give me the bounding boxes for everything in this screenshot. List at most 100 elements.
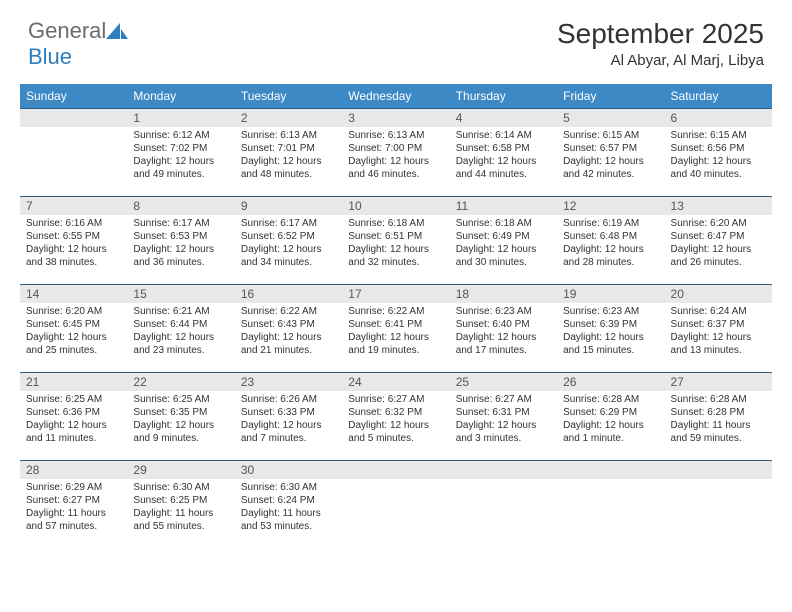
day-cell: 9Sunrise: 6:17 AMSunset: 6:52 PMDaylight… [235, 197, 342, 285]
day-details: Sunrise: 6:30 AMSunset: 6:25 PMDaylight:… [127, 479, 234, 537]
day-cell: 27Sunrise: 6:28 AMSunset: 6:28 PMDayligh… [665, 373, 772, 461]
day-details: Sunrise: 6:22 AMSunset: 6:41 PMDaylight:… [342, 303, 449, 361]
detail-line: Daylight: 12 hours and 46 minutes. [348, 155, 443, 181]
detail-line: Daylight: 12 hours and 49 minutes. [133, 155, 228, 181]
location: Al Abyar, Al Marj, Libya [557, 52, 764, 69]
day-details: Sunrise: 6:15 AMSunset: 6:56 PMDaylight:… [665, 127, 772, 185]
day-number: 19 [557, 285, 664, 303]
detail-line: Daylight: 12 hours and 13 minutes. [671, 331, 766, 357]
detail-line: Daylight: 12 hours and 9 minutes. [133, 419, 228, 445]
detail-line: Daylight: 12 hours and 34 minutes. [241, 243, 336, 269]
detail-line: Sunset: 6:28 PM [671, 406, 766, 419]
empty-day [450, 461, 557, 479]
day-number: 6 [665, 109, 772, 127]
day-details: Sunrise: 6:29 AMSunset: 6:27 PMDaylight:… [20, 479, 127, 537]
detail-line: Sunrise: 6:23 AM [563, 305, 658, 318]
day-cell: 18Sunrise: 6:23 AMSunset: 6:40 PMDayligh… [450, 285, 557, 373]
day-number: 5 [557, 109, 664, 127]
empty-day [342, 461, 449, 479]
day-number: 24 [342, 373, 449, 391]
detail-line: Sunset: 6:56 PM [671, 142, 766, 155]
day-cell: 28Sunrise: 6:29 AMSunset: 6:27 PMDayligh… [20, 461, 127, 549]
day-number: 4 [450, 109, 557, 127]
day-number: 17 [342, 285, 449, 303]
detail-line: Daylight: 11 hours and 57 minutes. [26, 507, 121, 533]
detail-line: Sunset: 7:01 PM [241, 142, 336, 155]
day-number: 28 [20, 461, 127, 479]
detail-line: Sunset: 6:25 PM [133, 494, 228, 507]
day-details: Sunrise: 6:16 AMSunset: 6:55 PMDaylight:… [20, 215, 127, 273]
detail-line: Daylight: 12 hours and 15 minutes. [563, 331, 658, 357]
day-cell: 22Sunrise: 6:25 AMSunset: 6:35 PMDayligh… [127, 373, 234, 461]
detail-line: Sunset: 6:29 PM [563, 406, 658, 419]
detail-line: Daylight: 11 hours and 53 minutes. [241, 507, 336, 533]
detail-line: Daylight: 12 hours and 5 minutes. [348, 419, 443, 445]
detail-line: Sunset: 7:00 PM [348, 142, 443, 155]
detail-line: Daylight: 12 hours and 48 minutes. [241, 155, 336, 181]
detail-line: Sunrise: 6:20 AM [26, 305, 121, 318]
day-cell: 13Sunrise: 6:20 AMSunset: 6:47 PMDayligh… [665, 197, 772, 285]
detail-line: Daylight: 12 hours and 26 minutes. [671, 243, 766, 269]
day-details: Sunrise: 6:18 AMSunset: 6:51 PMDaylight:… [342, 215, 449, 273]
day-number: 14 [20, 285, 127, 303]
day-details: Sunrise: 6:22 AMSunset: 6:43 PMDaylight:… [235, 303, 342, 361]
day-number: 18 [450, 285, 557, 303]
day-cell: 24Sunrise: 6:27 AMSunset: 6:32 PMDayligh… [342, 373, 449, 461]
day-details: Sunrise: 6:23 AMSunset: 6:40 PMDaylight:… [450, 303, 557, 361]
day-cell: 25Sunrise: 6:27 AMSunset: 6:31 PMDayligh… [450, 373, 557, 461]
detail-line: Sunset: 6:24 PM [241, 494, 336, 507]
day-number: 21 [20, 373, 127, 391]
day-details: Sunrise: 6:25 AMSunset: 6:35 PMDaylight:… [127, 391, 234, 449]
detail-line: Daylight: 12 hours and 21 minutes. [241, 331, 336, 357]
day-details: Sunrise: 6:24 AMSunset: 6:37 PMDaylight:… [665, 303, 772, 361]
day-cell [665, 461, 772, 549]
day-details: Sunrise: 6:21 AMSunset: 6:44 PMDaylight:… [127, 303, 234, 361]
day-cell: 30Sunrise: 6:30 AMSunset: 6:24 PMDayligh… [235, 461, 342, 549]
day-cell [342, 461, 449, 549]
day-details: Sunrise: 6:20 AMSunset: 6:47 PMDaylight:… [665, 215, 772, 273]
detail-line: Sunrise: 6:21 AM [133, 305, 228, 318]
detail-line: Sunset: 7:02 PM [133, 142, 228, 155]
detail-line: Sunset: 6:48 PM [563, 230, 658, 243]
day-number: 13 [665, 197, 772, 215]
detail-line: Daylight: 12 hours and 30 minutes. [456, 243, 551, 269]
week-row: 28Sunrise: 6:29 AMSunset: 6:27 PMDayligh… [20, 461, 772, 549]
week-row: 21Sunrise: 6:25 AMSunset: 6:36 PMDayligh… [20, 373, 772, 461]
detail-line: Daylight: 12 hours and 42 minutes. [563, 155, 658, 181]
day-cell: 3Sunrise: 6:13 AMSunset: 7:00 PMDaylight… [342, 109, 449, 197]
day-details: Sunrise: 6:30 AMSunset: 6:24 PMDaylight:… [235, 479, 342, 537]
day-number: 2 [235, 109, 342, 127]
detail-line: Sunset: 6:37 PM [671, 318, 766, 331]
day-number: 1 [127, 109, 234, 127]
detail-line: Sunrise: 6:24 AM [671, 305, 766, 318]
day-number: 29 [127, 461, 234, 479]
detail-line: Sunset: 6:45 PM [26, 318, 121, 331]
week-row: 7Sunrise: 6:16 AMSunset: 6:55 PMDaylight… [20, 197, 772, 285]
day-number: 11 [450, 197, 557, 215]
detail-line: Sunset: 6:57 PM [563, 142, 658, 155]
day-cell [557, 461, 664, 549]
day-details: Sunrise: 6:27 AMSunset: 6:31 PMDaylight:… [450, 391, 557, 449]
day-details: Sunrise: 6:28 AMSunset: 6:28 PMDaylight:… [665, 391, 772, 449]
day-cell: 17Sunrise: 6:22 AMSunset: 6:41 PMDayligh… [342, 285, 449, 373]
day-details: Sunrise: 6:27 AMSunset: 6:32 PMDaylight:… [342, 391, 449, 449]
empty-day [665, 461, 772, 479]
day-details: Sunrise: 6:14 AMSunset: 6:58 PMDaylight:… [450, 127, 557, 185]
detail-line: Sunrise: 6:27 AM [456, 393, 551, 406]
detail-line: Sunrise: 6:22 AM [241, 305, 336, 318]
day-cell: 19Sunrise: 6:23 AMSunset: 6:39 PMDayligh… [557, 285, 664, 373]
detail-line: Sunset: 6:47 PM [671, 230, 766, 243]
day-details: Sunrise: 6:15 AMSunset: 6:57 PMDaylight:… [557, 127, 664, 185]
detail-line: Daylight: 12 hours and 25 minutes. [26, 331, 121, 357]
day-number: 12 [557, 197, 664, 215]
logo-text-general: General [28, 18, 106, 43]
detail-line: Daylight: 12 hours and 19 minutes. [348, 331, 443, 357]
detail-line: Daylight: 12 hours and 36 minutes. [133, 243, 228, 269]
detail-line: Sunset: 6:52 PM [241, 230, 336, 243]
detail-line: Sunrise: 6:13 AM [348, 129, 443, 142]
detail-line: Daylight: 12 hours and 38 minutes. [26, 243, 121, 269]
detail-line: Sunrise: 6:28 AM [671, 393, 766, 406]
detail-line: Sunset: 6:58 PM [456, 142, 551, 155]
detail-line: Sunrise: 6:12 AM [133, 129, 228, 142]
detail-line: Sunset: 6:53 PM [133, 230, 228, 243]
